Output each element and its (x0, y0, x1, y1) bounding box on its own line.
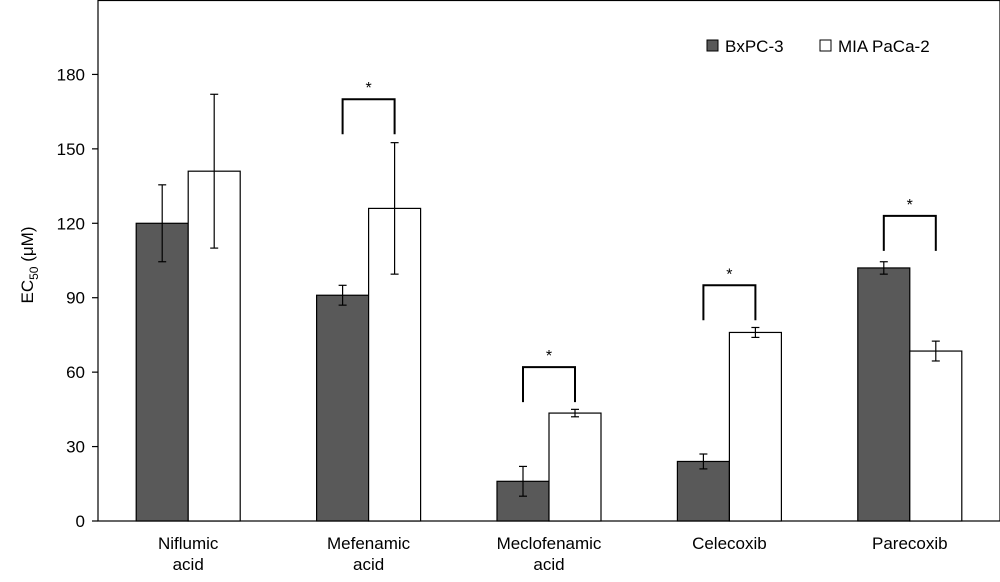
x-axis: Niflumic acid Mefenamic acid Meclofenamic aci… (158, 534, 948, 574)
significance-bracket (522, 366, 576, 403)
significance-markers: * * * * (341, 80, 937, 403)
legend-label: MIA PaCa-2 (838, 37, 930, 56)
y-tick-label: 90 (66, 289, 85, 308)
error-bars (158, 93, 940, 497)
legend-label: BxPC-3 (725, 37, 784, 56)
bar-bxpc3 (135, 222, 189, 522)
significance-star: * (726, 266, 732, 283)
significance-star: * (365, 80, 371, 97)
category-label: Mefenamic acid (327, 534, 411, 574)
significance-star: * (546, 348, 552, 365)
bar-bxpc3 (857, 267, 911, 522)
y-axis: 0 30 60 90 120 150 180 (57, 65, 98, 531)
category-label: Meclofenamic acid (497, 534, 602, 574)
y-tick-label: 30 (66, 438, 85, 457)
y-tick-label: 180 (57, 65, 85, 84)
y-tick-label: 0 (76, 512, 85, 531)
bar-miapaca2 (728, 331, 783, 522)
significance-bracket (702, 284, 757, 321)
bars (135, 170, 963, 522)
significance-bracket (341, 98, 396, 135)
significance-bracket (882, 214, 937, 251)
y-tick-label: 60 (66, 363, 85, 382)
bar-bxpc3 (316, 294, 370, 522)
bar-miapaca2 (548, 412, 602, 522)
category-label: Parecoxib (872, 534, 948, 553)
y-tick-label: 120 (57, 214, 85, 233)
bar-miapaca2 (909, 350, 963, 522)
legend-swatch (819, 39, 832, 52)
bar-bxpc3 (676, 460, 731, 522)
legend-swatch (706, 39, 719, 52)
legend: BxPC-3 MIA PaCa-2 (706, 37, 930, 56)
significance-star: * (907, 197, 913, 214)
y-tick-label: 150 (57, 140, 85, 159)
y-axis-title: EC50 (μM) (18, 227, 41, 304)
category-label: Celecoxib (692, 534, 767, 553)
category-label: Niflumic acid (158, 534, 219, 574)
